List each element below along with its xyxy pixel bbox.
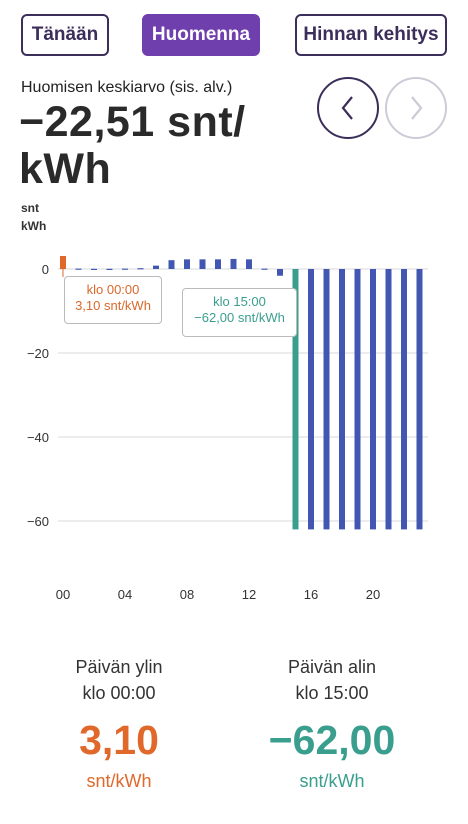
bar-hour-12: [246, 259, 252, 269]
bar-hour-22: [401, 269, 407, 530]
x-tick-label: 00: [56, 587, 70, 602]
y-tick-label: −40: [27, 430, 49, 445]
next-day-button[interactable]: [385, 77, 447, 139]
y-tick-label: −60: [27, 514, 49, 529]
day-max-unit: snt/kWh: [86, 771, 152, 791]
bar-hour-1: [75, 268, 82, 270]
min-tooltip-value: −62,00 snt/kWh: [194, 310, 285, 325]
bar-hour-4: [122, 268, 128, 270]
bar-hour-5: [137, 268, 144, 270]
chart-unit-bottom: kWh: [21, 219, 47, 233]
previous-day-button[interactable]: [317, 77, 379, 139]
average-value: −22,51 snt/ kWh: [19, 98, 246, 193]
chart-unit-top: snt: [21, 201, 39, 215]
tab-tomorrow[interactable]: Huomenna: [142, 14, 260, 56]
day-max-title: Päivän ylin: [75, 657, 163, 677]
bar-hour-16: [308, 269, 314, 530]
day-tabs: Tänään Huomenna Hinnan kehitys: [21, 14, 447, 56]
x-tick-label: 08: [180, 587, 194, 602]
x-tick-label: 20: [366, 587, 380, 602]
day-max-time: klo 00:00: [82, 683, 156, 703]
x-tick-label: 04: [118, 587, 132, 602]
max-tooltip-value: 3,10 snt/kWh: [75, 298, 151, 313]
price-bar-chart: 0 −20 −40 −60 00 04 08 12 16 20: [27, 255, 428, 602]
day-min-unit: snt/kWh: [299, 771, 365, 791]
chevron-right-icon: [411, 96, 423, 120]
day-max-summary: Päivän ylin klo 00:00 3,10 snt/kWh: [19, 655, 219, 795]
day-max-value: 3,10: [79, 717, 159, 763]
tab-price-trend[interactable]: Hinnan kehitys: [295, 14, 447, 56]
max-tooltip-time: klo 00:00: [86, 282, 140, 297]
bar-hour-6: [153, 265, 159, 269]
max-price-tooltip: klo 00:00 3,10 snt/kWh: [64, 276, 162, 324]
bar-hour-8: [184, 259, 190, 269]
bar-hour-14: [277, 269, 283, 276]
day-min-summary: Päivän alin klo 15:00 −62,00 snt/kWh: [232, 655, 432, 795]
bar-hour-9: [199, 259, 206, 269]
min-price-tooltip: klo 15:00 −62,00 snt/kWh: [182, 288, 297, 337]
bar-hour-3: [106, 268, 113, 270]
tab-today[interactable]: Tänään: [21, 14, 109, 56]
bar-hour-2: [91, 268, 97, 270]
x-tick-label: 16: [304, 587, 318, 602]
bar-hour-19: [354, 269, 361, 530]
bar-hour-10: [215, 259, 221, 269]
bar-hour-11: [230, 258, 237, 269]
min-tooltip-time: klo 15:00: [213, 294, 266, 309]
day-min-value: −62,00: [268, 717, 396, 763]
y-tick-label: −20: [27, 346, 49, 361]
day-min-time: klo 15:00: [295, 683, 369, 703]
bar-hour-21: [385, 269, 392, 530]
chart-unit-label: snt kWh: [21, 199, 61, 235]
bar-hour-20: [370, 269, 376, 530]
bar-hour-15: [292, 269, 299, 530]
bar-hour-17: [323, 269, 330, 530]
bar-hour-18: [339, 269, 345, 530]
bar-hour-13: [261, 268, 268, 270]
average-label: Huomisen keskiarvo (sis. alv.): [21, 79, 233, 96]
x-tick-label: 12: [242, 587, 256, 602]
day-min-title: Päivän alin: [287, 657, 377, 677]
bar-hour-23: [416, 269, 423, 530]
y-tick-label: 0: [42, 262, 49, 277]
chevron-left-icon: [341, 96, 353, 120]
bar-hour-7: [168, 260, 175, 269]
bar-hour-0: [60, 255, 66, 269]
